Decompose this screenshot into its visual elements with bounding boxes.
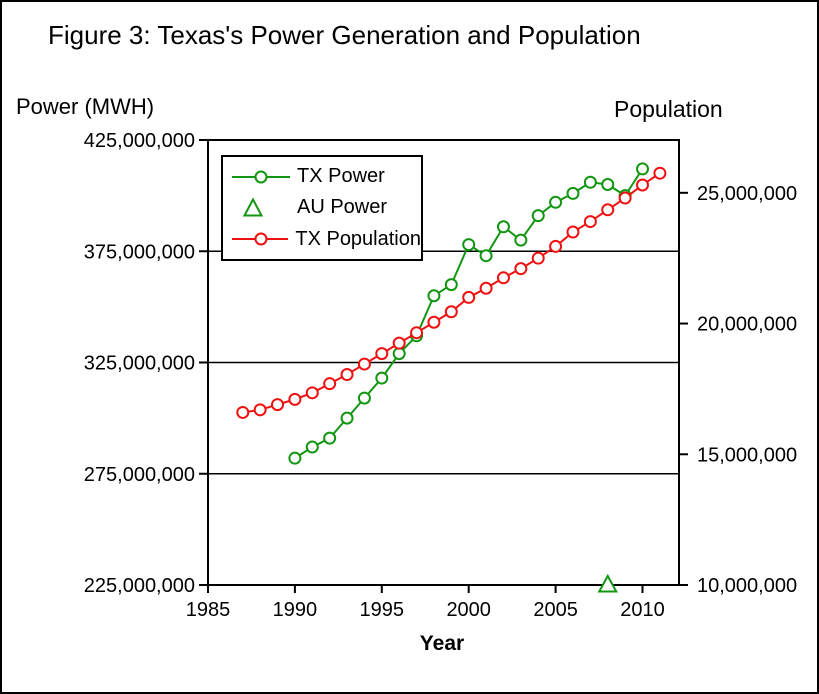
x-axis-tick-label: 1995 <box>360 599 405 621</box>
marker-tx-population <box>236 405 250 419</box>
marker-tx-power <box>323 431 337 445</box>
marker-tx-power <box>340 411 354 425</box>
x-axis-tick-label: 1985 <box>186 599 231 621</box>
right-axis-tick-label: 10,000,000 <box>697 575 797 597</box>
legend: TX Power AU Power TX Population <box>221 155 423 261</box>
marker-tx-population <box>271 398 285 412</box>
marker-tx-power <box>392 347 406 361</box>
marker-au-power <box>597 573 618 593</box>
marker-tx-power <box>444 278 458 292</box>
chart-title: Figure 3: Texas's Power Generation and P… <box>48 20 641 50</box>
marker-tx-population <box>323 377 337 391</box>
marker-tx-population <box>427 315 441 329</box>
marker-tx-power <box>566 186 580 200</box>
marker-tx-power <box>288 451 302 465</box>
legend-item-au-power: AU Power <box>232 193 421 223</box>
legend-label: TX Population <box>295 227 421 250</box>
marker-tx-population <box>601 203 615 217</box>
marker-tx-population <box>253 403 267 417</box>
marker-tx-power <box>427 289 441 303</box>
marker-tx-power <box>549 195 563 209</box>
right-axis-tick-label: 25,000,000 <box>697 183 797 205</box>
marker-tx-population <box>340 368 354 382</box>
marker-tx-population <box>392 336 406 350</box>
marker-tx-power <box>462 238 476 252</box>
marker-tx-population <box>410 326 424 340</box>
marker-tx-population <box>479 281 493 295</box>
marker-tx-population <box>444 305 458 319</box>
tx-population-line-marker-icon <box>232 232 289 246</box>
right-axis-tick-label: 15,000,000 <box>697 444 797 466</box>
legend-label: AU Power <box>297 196 388 219</box>
marker-tx-population <box>653 166 667 180</box>
marker-tx-population <box>636 178 650 192</box>
marker-tx-power <box>357 391 371 405</box>
marker-tx-power <box>531 209 545 223</box>
marker-tx-power <box>636 162 650 176</box>
marker-tx-power <box>601 178 615 191</box>
marker-tx-population <box>288 392 302 406</box>
legend-label: TX Power <box>297 165 385 188</box>
marker-tx-population <box>462 290 476 304</box>
au-power-triangle-icon <box>242 197 264 217</box>
marker-tx-population <box>514 262 528 276</box>
marker-tx-population <box>496 271 510 285</box>
marker-tx-power <box>583 175 597 189</box>
marker-tx-population <box>583 215 597 229</box>
tx-power-line-marker-icon <box>232 170 290 184</box>
marker-tx-population <box>531 251 545 265</box>
x-axis-tick-label: 1990 <box>273 599 318 621</box>
marker-tx-population <box>357 357 371 371</box>
x-axis-tick-label: 2000 <box>446 599 491 621</box>
marker-tx-power <box>305 440 319 454</box>
marker-tx-population <box>375 347 389 361</box>
right-axis-title: Population <box>614 96 723 122</box>
right-axis-tick-label: 20,000,000 <box>697 314 797 336</box>
marker-tx-power <box>375 371 389 385</box>
left-axis-tick-label: 325,000,000 <box>84 353 195 375</box>
marker-tx-population <box>305 386 319 400</box>
marker-tx-population <box>549 239 563 253</box>
legend-item-tx-population: TX Population <box>232 224 421 254</box>
marker-tx-power <box>479 249 493 263</box>
x-axis-tick-label: 2005 <box>533 599 578 621</box>
marker-tx-power <box>496 220 510 234</box>
legend-item-tx-power: TX Power <box>232 162 421 192</box>
x-axis-tick-label: 2010 <box>620 599 665 621</box>
left-axis-tick-label: 275,000,000 <box>84 464 195 486</box>
x-axis-title: Year <box>419 632 465 655</box>
marker-tx-power <box>514 233 528 247</box>
marker-tx-population <box>618 191 632 205</box>
left-axis-tick-label: 225,000,000 <box>84 575 195 597</box>
marker-tx-population <box>566 225 580 239</box>
left-axis-tick-label: 425,000,000 <box>84 130 195 152</box>
left-axis-tick-label: 375,000,000 <box>84 241 195 263</box>
left-axis-title: Power (MWH) <box>16 94 155 119</box>
